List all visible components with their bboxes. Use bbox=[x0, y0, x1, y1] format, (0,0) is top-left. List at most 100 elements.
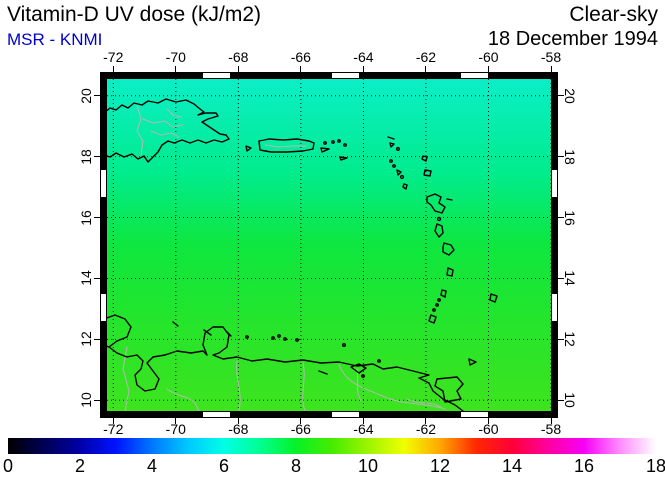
lat-label-right: 14 bbox=[562, 270, 578, 287]
lon-label-bottom: -60 bbox=[478, 421, 499, 437]
lat-label-left: 18 bbox=[78, 148, 94, 165]
lon-label-bottom: -58 bbox=[540, 421, 562, 437]
lon-label-top: -68 bbox=[228, 49, 249, 65]
colorbar-tick-label: 12 bbox=[429, 456, 451, 476]
curacao-island bbox=[203, 329, 212, 336]
lon-tick-bottom bbox=[487, 418, 489, 424]
sky-condition-label: Clear-sky bbox=[569, 3, 658, 26]
lon-label-top: -62 bbox=[415, 49, 437, 65]
las-aves-islands bbox=[245, 335, 249, 339]
guadeloupe-island bbox=[426, 193, 446, 214]
lon-tick-bottom bbox=[362, 418, 364, 424]
la-orchila-island bbox=[295, 338, 299, 342]
rivers-and-borders bbox=[122, 104, 446, 411]
lat-label-left: 16 bbox=[78, 209, 94, 226]
lon-tick-bottom bbox=[237, 418, 239, 424]
lon-tick-bottom bbox=[112, 418, 114, 424]
barbados-island bbox=[489, 293, 498, 303]
martinique-island bbox=[442, 242, 455, 256]
trinidad-island bbox=[434, 376, 464, 403]
hispaniola-coastline bbox=[107, 98, 230, 163]
st-barth-island bbox=[396, 146, 401, 151]
lon-tick-top bbox=[425, 66, 427, 72]
guajira-peninsula bbox=[107, 314, 132, 348]
coche-island bbox=[361, 374, 365, 378]
frame-zebra-left bbox=[101, 73, 106, 417]
uv-dose-field bbox=[107, 79, 551, 411]
la-desirade-island bbox=[446, 198, 453, 201]
colorbar-tick-label: 10 bbox=[357, 456, 379, 476]
lat-tick-right bbox=[558, 277, 564, 279]
lon-label-bottom: -68 bbox=[228, 421, 249, 437]
figure-title: Vitamin-D UV dose (kJ/m2) bbox=[7, 3, 262, 26]
lon-label-top: -60 bbox=[478, 49, 499, 65]
grenadines bbox=[437, 298, 441, 302]
anguilla-island bbox=[387, 136, 395, 140]
lat-tick-left bbox=[94, 277, 100, 279]
lon-label-top: -66 bbox=[290, 49, 311, 65]
st-lucia-island bbox=[446, 267, 454, 277]
los-roques-islands bbox=[271, 336, 275, 340]
lat-tick-right bbox=[558, 217, 564, 219]
nevis-island bbox=[399, 174, 405, 180]
lon-tick-top bbox=[300, 66, 302, 72]
colorbar-tick-label: 16 bbox=[573, 456, 595, 476]
st-croix-island bbox=[339, 156, 348, 161]
lon-tick-top bbox=[237, 66, 239, 72]
frame-zebra-bottom bbox=[101, 412, 557, 417]
puerto-rico-coastline bbox=[258, 138, 315, 153]
lat-tick-left bbox=[94, 95, 100, 97]
lon-tick-top bbox=[487, 66, 489, 72]
map-area bbox=[106, 78, 552, 412]
lat-label-left: 10 bbox=[78, 392, 94, 409]
graticule-gridlines bbox=[107, 79, 551, 411]
aruba-island bbox=[172, 321, 179, 327]
margarita-island bbox=[350, 363, 367, 374]
lat-tick-right bbox=[558, 156, 564, 158]
st-martin-island bbox=[389, 142, 395, 148]
lat-label-left: 14 bbox=[78, 270, 94, 287]
frame-zebra-top bbox=[101, 73, 557, 78]
colorbar-tick-label: 18 bbox=[645, 456, 665, 476]
lat-tick-left bbox=[94, 399, 100, 401]
lon-label-bottom: -62 bbox=[415, 421, 437, 437]
la-tortuga-island bbox=[318, 370, 328, 375]
lat-tick-right bbox=[558, 338, 564, 340]
lat-tick-left bbox=[94, 217, 100, 219]
la-blanquilla-island bbox=[341, 343, 346, 348]
lat-label-right: 12 bbox=[562, 331, 578, 348]
mona-island bbox=[245, 145, 252, 152]
st-vincent-island bbox=[440, 289, 447, 298]
los-testigos-islands bbox=[377, 359, 381, 363]
lat-tick-right bbox=[558, 399, 564, 401]
lat-label-right: 18 bbox=[562, 148, 578, 165]
lat-label-right: 10 bbox=[562, 392, 578, 409]
lon-tick-top bbox=[362, 66, 364, 72]
lon-tick-bottom bbox=[550, 418, 552, 424]
lat-tick-right bbox=[558, 95, 564, 97]
puerto-rico-rivers bbox=[264, 144, 308, 148]
colombia-venezuela-border bbox=[122, 346, 130, 411]
venezuela-rivers bbox=[338, 364, 446, 410]
colorbar-tick-label: 4 bbox=[146, 456, 157, 476]
lat-label-right: 16 bbox=[562, 209, 578, 226]
tobago-island bbox=[468, 358, 477, 366]
lat-tick-left bbox=[94, 156, 100, 158]
data-source-label: MSR - KNMI bbox=[7, 30, 103, 49]
colorbar-tick-label: 0 bbox=[2, 456, 13, 476]
colorbar-tick-label: 6 bbox=[218, 456, 229, 476]
lon-tick-bottom bbox=[425, 418, 427, 424]
lon-label-top: -72 bbox=[103, 49, 124, 65]
lon-label-bottom: -70 bbox=[165, 421, 186, 437]
lon-tick-top bbox=[550, 66, 552, 72]
dominica-island bbox=[434, 223, 444, 238]
lon-label-top: -70 bbox=[165, 49, 186, 65]
frame-zebra-right bbox=[552, 73, 557, 417]
antigua-island bbox=[423, 169, 432, 177]
colorbar-tick-label: 14 bbox=[501, 456, 523, 476]
lon-label-top: -58 bbox=[540, 49, 562, 65]
map-frame bbox=[100, 72, 558, 418]
saba-island bbox=[389, 159, 393, 163]
coastlines bbox=[107, 98, 498, 411]
